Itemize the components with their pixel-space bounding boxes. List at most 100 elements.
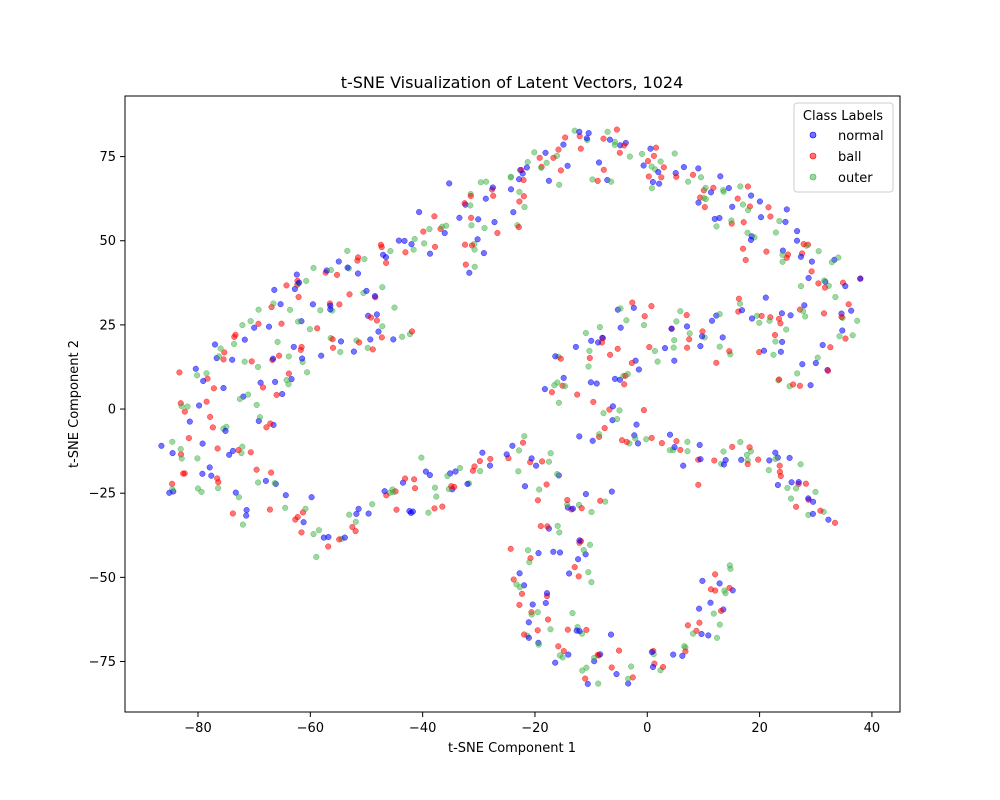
- point-outer: [583, 664, 590, 671]
- point-normal: [707, 189, 715, 196]
- point-ball: [420, 228, 427, 235]
- point-outer: [215, 353, 223, 360]
- point-normal: [595, 339, 602, 346]
- point-normal: [607, 631, 615, 638]
- point-ball: [827, 344, 834, 351]
- point-outer: [595, 680, 602, 687]
- point-outer: [468, 222, 475, 229]
- point-outer: [327, 266, 334, 274]
- point-ball: [411, 485, 419, 492]
- y-tick-label: −25: [89, 487, 116, 502]
- point-normal: [222, 427, 229, 434]
- legend-title: Class Labels: [803, 109, 883, 124]
- point-outer: [835, 254, 842, 261]
- point-normal: [556, 549, 564, 556]
- point-normal: [542, 149, 549, 156]
- point-ball: [393, 506, 400, 513]
- point-outer: [379, 284, 386, 291]
- point-ball: [608, 664, 615, 671]
- point-normal: [788, 479, 795, 486]
- point-outer: [536, 486, 543, 493]
- point-ball: [402, 475, 409, 482]
- point-ball: [564, 626, 571, 633]
- point-ball: [578, 505, 585, 512]
- point-normal: [778, 310, 785, 317]
- point-normal: [510, 209, 517, 216]
- point-ball: [336, 301, 343, 308]
- point-outer: [426, 226, 433, 233]
- point-ball: [467, 192, 474, 200]
- point-ball: [507, 545, 514, 552]
- point-normal: [408, 241, 415, 248]
- point-outer: [521, 203, 528, 211]
- point-normal: [649, 178, 656, 186]
- point-ball: [431, 505, 438, 512]
- point-outer: [526, 559, 533, 566]
- point-normal: [507, 186, 515, 193]
- point-normal: [696, 441, 703, 449]
- point-normal: [589, 437, 596, 444]
- point-normal: [325, 533, 332, 541]
- point-outer: [624, 370, 631, 378]
- point-ball: [255, 320, 262, 327]
- point-outer: [554, 471, 561, 478]
- point-normal: [367, 336, 374, 343]
- point-normal: [552, 659, 559, 666]
- point-ball: [176, 369, 183, 376]
- point-normal: [698, 630, 705, 638]
- point-ball: [231, 333, 238, 340]
- point-outer: [178, 455, 185, 462]
- point-outer: [535, 641, 542, 648]
- point-outer: [256, 414, 263, 421]
- point-ball: [367, 314, 375, 321]
- point-normal: [262, 477, 269, 484]
- point-ball: [325, 543, 332, 550]
- point-normal: [593, 380, 600, 387]
- point-outer: [623, 317, 630, 324]
- point-normal: [232, 489, 239, 496]
- point-ball: [555, 643, 562, 650]
- point-outer: [854, 317, 861, 324]
- point-ball: [268, 469, 275, 476]
- point-outer: [516, 188, 523, 195]
- point-outer: [756, 319, 763, 326]
- point-normal: [503, 451, 510, 458]
- point-ball: [349, 523, 356, 531]
- point-outer: [184, 403, 191, 410]
- point-normal: [595, 159, 603, 166]
- point-outer: [274, 338, 281, 345]
- point-outer: [236, 395, 243, 403]
- point-outer: [344, 247, 351, 254]
- point-normal: [748, 315, 756, 322]
- y-tick-label: 75: [99, 150, 116, 165]
- point-normal: [516, 570, 523, 577]
- point-normal: [839, 327, 846, 334]
- point-normal: [656, 180, 663, 187]
- point-outer: [317, 307, 324, 314]
- point-ball: [646, 344, 653, 351]
- point-ball: [169, 480, 176, 487]
- point-outer: [737, 438, 744, 446]
- point-outer: [783, 326, 790, 333]
- point-normal: [634, 440, 642, 447]
- point-ball: [640, 407, 647, 414]
- point-ball: [790, 381, 797, 388]
- point-outer: [772, 229, 779, 236]
- point-normal: [355, 505, 362, 512]
- point-normal: [300, 519, 307, 526]
- point-outer: [547, 626, 554, 633]
- point-ball: [346, 291, 353, 298]
- y-tick-label: 25: [99, 318, 116, 333]
- point-normal: [541, 386, 548, 393]
- point-outer: [690, 630, 697, 637]
- plot-frame: [124, 95, 901, 713]
- point-ball: [808, 268, 815, 275]
- point-normal: [617, 324, 624, 331]
- point-ball: [726, 348, 733, 355]
- point-normal: [422, 468, 429, 475]
- point-normal: [229, 447, 236, 454]
- y-tick-label: 50: [99, 234, 116, 249]
- point-normal: [738, 456, 745, 463]
- point-normal: [474, 236, 481, 243]
- point-normal: [696, 605, 703, 612]
